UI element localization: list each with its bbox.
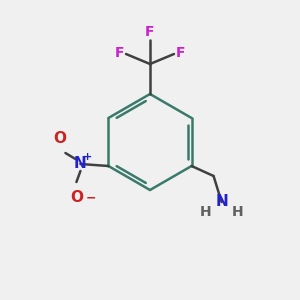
Text: H: H — [200, 205, 212, 219]
Text: F: F — [115, 46, 124, 60]
Text: H: H — [232, 205, 243, 219]
Text: N: N — [215, 194, 228, 209]
Text: −: − — [85, 192, 96, 205]
Text: N: N — [74, 157, 87, 172]
Text: F: F — [176, 46, 185, 60]
Text: F: F — [145, 25, 155, 39]
Text: O: O — [53, 131, 66, 146]
Text: O: O — [70, 190, 83, 205]
Text: +: + — [83, 152, 92, 162]
